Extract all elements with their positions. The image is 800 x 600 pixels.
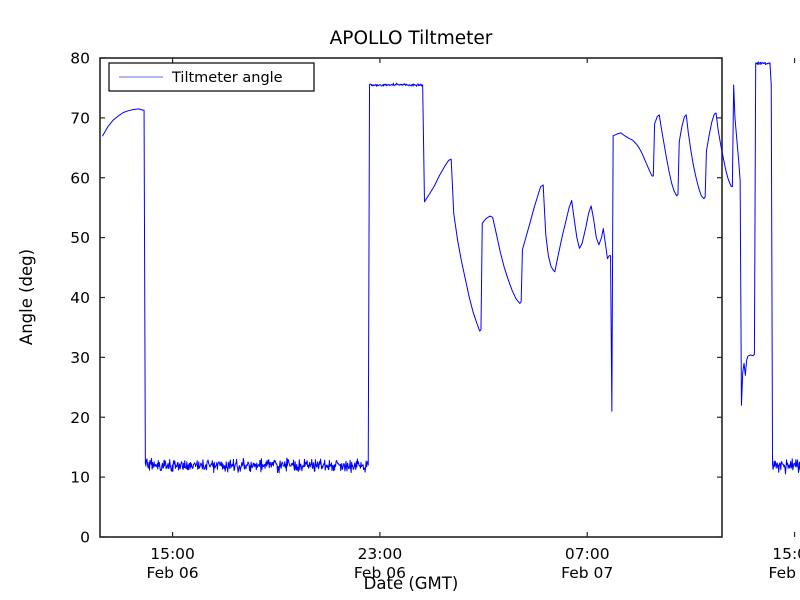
legend[interactable]: Tiltmeter angle xyxy=(108,62,315,92)
x-tick-label-time: 23:00 xyxy=(358,545,403,563)
x-tick-label-date: Feb 07 xyxy=(561,564,613,582)
y-tick-label: 50 xyxy=(70,229,90,247)
x-tick-label-time: 15:00 xyxy=(150,545,195,563)
y-tick-label: 80 xyxy=(70,50,90,68)
x-tick-label-time: 07:00 xyxy=(565,545,610,563)
y-tick-label: 40 xyxy=(70,289,90,307)
y-tick-label: 10 xyxy=(70,469,90,487)
y-tick-label: 30 xyxy=(70,349,90,367)
chart-title: APOLLO Tiltmeter xyxy=(330,28,493,49)
data-series-layer xyxy=(102,61,800,475)
legend-label-tiltmeter-angle: Tiltmeter angle xyxy=(171,70,283,86)
x-tick-label-date: Feb 06 xyxy=(147,564,199,582)
y-tick-label: 60 xyxy=(70,169,90,187)
x-tick-label-time: 15:00 xyxy=(772,545,800,563)
x-axis-title: Date (GMT) xyxy=(364,574,459,593)
x-tick-label-date: Feb 07 xyxy=(769,564,800,582)
y-axis-ticks: 0 10 20 30 40 50 60 70 80 xyxy=(70,50,722,547)
y-tick-label: 0 xyxy=(80,529,90,547)
y-axis-title: Angle (deg) xyxy=(17,249,36,345)
y-tick-label: 20 xyxy=(70,409,90,427)
series-tiltmeter-angle xyxy=(102,61,800,475)
y-tick-label: 70 xyxy=(70,109,90,127)
x-tick-label-date: Feb 06 xyxy=(354,564,406,582)
